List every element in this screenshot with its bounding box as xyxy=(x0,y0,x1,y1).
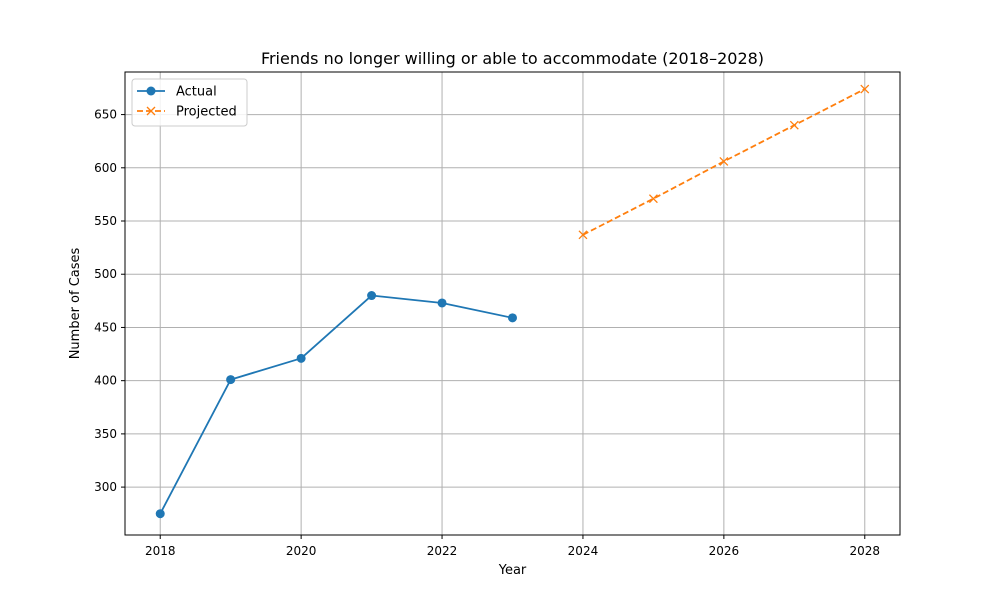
legend-label-actual: Actual xyxy=(176,85,217,100)
data-point-actual xyxy=(367,291,377,301)
y-axis-label: Number of Cases xyxy=(68,247,83,359)
x-tick-label: 2026 xyxy=(709,544,740,558)
data-point-actual xyxy=(296,353,306,363)
legend-marker-actual xyxy=(146,86,156,96)
plot-frame xyxy=(124,71,901,536)
x-tick-label: 2018 xyxy=(145,544,176,558)
x-tick-label: 2020 xyxy=(286,544,317,558)
data-point-actual xyxy=(226,375,236,385)
x-axis-label: Year xyxy=(498,563,527,578)
x-axis-ticks: 2018 2020 2022 2024 2026 2028 xyxy=(145,535,880,558)
data-point-projected xyxy=(789,120,799,130)
series-markers xyxy=(155,84,870,519)
data-point-actual xyxy=(155,509,165,519)
gridlines xyxy=(125,72,900,535)
legend-marker-projected xyxy=(146,106,156,116)
y-tick-label: 300 xyxy=(94,480,117,494)
data-point-actual xyxy=(508,313,517,323)
y-tick-label: 650 xyxy=(94,108,117,122)
data-point-actual xyxy=(437,298,447,308)
data-point-projected xyxy=(648,194,658,204)
legend-label-projected: Projected xyxy=(176,105,237,120)
y-tick-label: 550 xyxy=(94,214,117,228)
data-point-projected xyxy=(578,230,588,240)
y-tick-label: 350 xyxy=(94,427,117,441)
y-tick-label: 500 xyxy=(94,267,117,281)
data-point-projected xyxy=(719,156,729,166)
x-tick-label: 2024 xyxy=(568,544,599,558)
data-point-projected xyxy=(860,84,870,94)
y-tick-label: 450 xyxy=(94,320,117,334)
series-line-actual xyxy=(159,294,513,515)
x-tick-label: 2022 xyxy=(427,544,458,558)
y-tick-label: 600 xyxy=(94,161,117,175)
y-axis-ticks: 300 350 400 450 500 550 600 650 xyxy=(94,108,125,494)
x-tick-label: 2028 xyxy=(849,544,880,558)
y-tick-label: 400 xyxy=(94,374,117,388)
chart-title: Friends no longer willing or able to acc… xyxy=(261,49,764,68)
plot-area xyxy=(125,72,900,535)
legend: Actual Projected xyxy=(131,78,248,127)
